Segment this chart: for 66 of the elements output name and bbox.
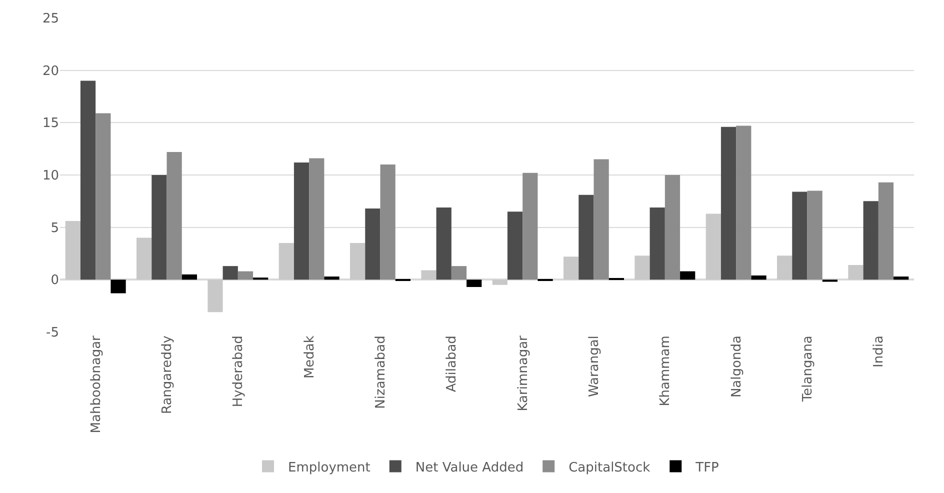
bar xyxy=(680,271,696,280)
bar xyxy=(848,265,864,280)
legend-label: Employment xyxy=(288,460,370,476)
y-tick-label: 20 xyxy=(42,64,59,79)
x-tick-label: Nizamabad xyxy=(373,336,388,409)
y-tick-label: 5 xyxy=(50,220,59,236)
x-tick-label: Nalgonda xyxy=(729,336,744,398)
bar xyxy=(436,207,452,280)
bar xyxy=(878,182,894,280)
bar xyxy=(380,164,396,280)
bar xyxy=(522,172,538,280)
bar xyxy=(278,243,294,280)
bar xyxy=(564,256,579,280)
bar xyxy=(166,152,182,280)
bar xyxy=(451,266,467,280)
bar xyxy=(594,159,609,280)
y-tick-label: 0 xyxy=(50,273,59,288)
bar xyxy=(294,162,310,280)
bar xyxy=(222,266,238,280)
bar xyxy=(792,192,808,280)
bar xyxy=(736,126,752,280)
bar xyxy=(634,256,650,280)
bar xyxy=(96,113,111,280)
legend-label: Net Value Added xyxy=(415,460,524,476)
x-tick-label: Warangal xyxy=(586,336,602,397)
bar xyxy=(365,208,380,280)
y-tick-label: 15 xyxy=(42,116,59,132)
x-tick-label: Rangareddy xyxy=(160,335,175,414)
bar xyxy=(350,243,366,280)
legend-label: TFP xyxy=(694,460,720,476)
bar xyxy=(110,280,126,294)
bar xyxy=(650,207,665,280)
bar xyxy=(238,271,254,280)
bar xyxy=(777,256,792,280)
y-tick-label: 10 xyxy=(42,168,59,184)
x-tick-label: Medak xyxy=(302,335,318,379)
bar xyxy=(80,80,96,280)
y-tick-label: 25 xyxy=(42,12,59,27)
bar xyxy=(208,280,223,312)
bar xyxy=(720,126,736,280)
bar xyxy=(751,275,766,280)
bar xyxy=(894,276,909,280)
bar xyxy=(136,238,152,280)
bar xyxy=(863,201,878,280)
bar xyxy=(492,280,508,285)
bar xyxy=(182,274,197,280)
bar xyxy=(706,214,721,280)
legend-label: CapitalStock xyxy=(568,460,651,476)
x-tick-label: Mahboobnagar xyxy=(88,334,104,434)
x-tick-label: Telangana xyxy=(800,336,816,403)
x-tick-label: Adilabad xyxy=(444,336,460,392)
bar xyxy=(578,194,594,280)
bar xyxy=(466,280,482,287)
bar xyxy=(421,270,436,280)
bar xyxy=(309,158,324,280)
bar xyxy=(807,190,822,280)
bar xyxy=(507,212,523,280)
x-tick-label: India xyxy=(872,336,887,368)
bar xyxy=(152,175,167,280)
bar xyxy=(65,221,80,280)
x-tick-label: Karimnagar xyxy=(516,334,531,412)
bar xyxy=(324,276,340,280)
bar xyxy=(664,175,680,280)
x-tick-label: Hyderabad xyxy=(231,336,246,408)
x-tick-label: Khammam xyxy=(658,336,674,406)
y-tick-label: -5 xyxy=(46,326,59,341)
